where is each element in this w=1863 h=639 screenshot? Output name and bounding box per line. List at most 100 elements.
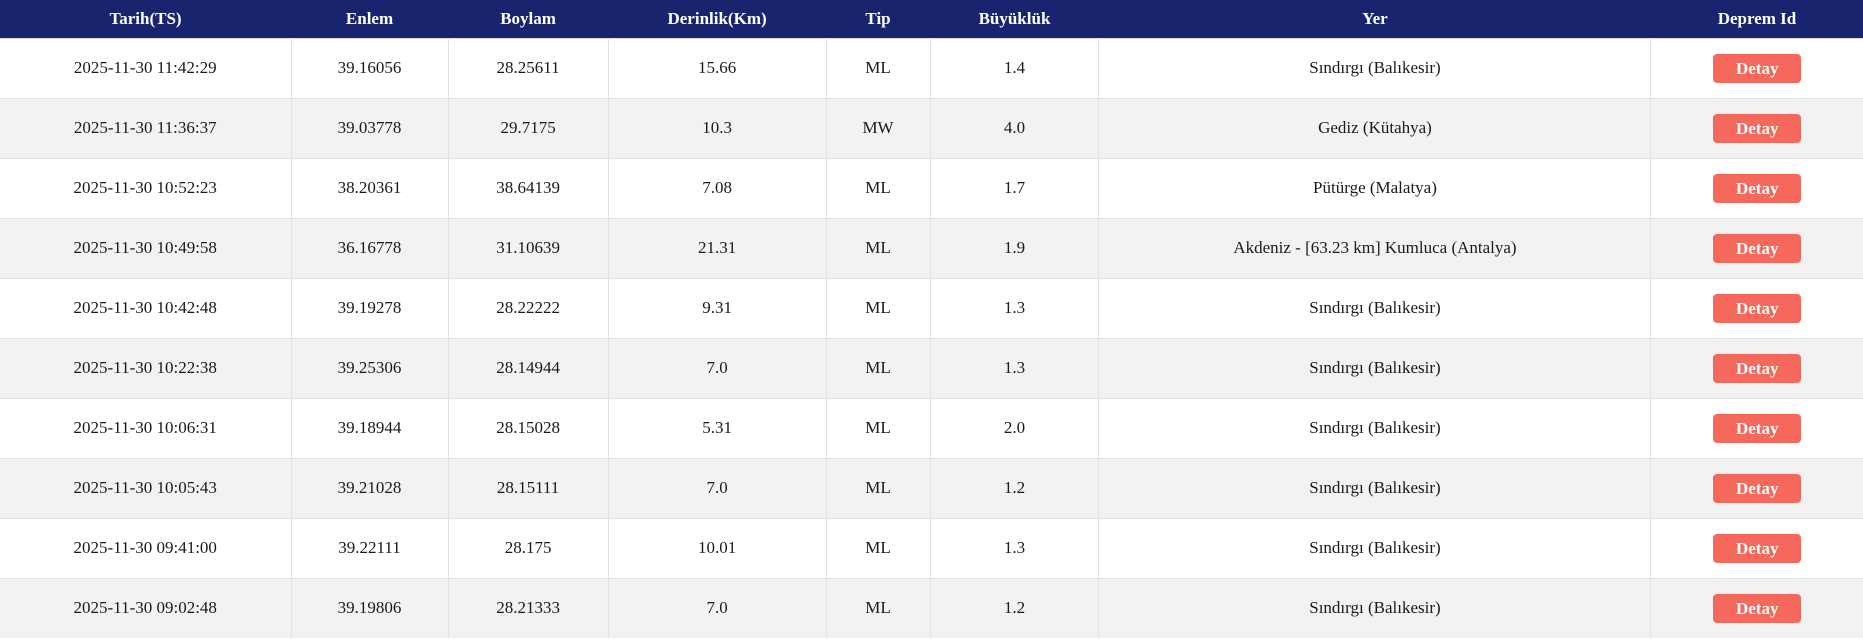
cell-boylam: 28.15111 — [447, 457, 609, 518]
column-header-deprem-id: Deprem Id — [1650, 0, 1863, 38]
cell-tarih: 2025-11-30 11:42:29 — [0, 37, 291, 98]
cell-tip: ML — [825, 517, 930, 578]
cell-buyukluk: 4.0 — [929, 97, 1099, 158]
cell-deprem-id: Detay — [1650, 517, 1863, 578]
table-row: 2025-11-30 09:02:48 39.19806 28.21333 7.… — [0, 577, 1863, 638]
table-body: 2025-11-30 11:42:29 39.16056 28.25611 15… — [0, 37, 1863, 638]
cell-enlem: 39.18944 — [290, 397, 449, 458]
cell-deprem-id: Detay — [1650, 397, 1863, 458]
cell-boylam: 29.7175 — [447, 97, 609, 158]
detay-button[interactable]: Detay — [1712, 173, 1802, 203]
detay-button[interactable]: Detay — [1712, 593, 1802, 623]
column-header-buyukluk: Büyüklük — [930, 0, 1099, 38]
cell-boylam: 28.15028 — [447, 397, 609, 458]
detay-button[interactable]: Detay — [1712, 293, 1802, 323]
cell-derinlik: 7.0 — [607, 457, 827, 518]
cell-deprem-id: Detay — [1650, 217, 1863, 278]
cell-yer: Sındırgı (Balıkesir) — [1098, 457, 1651, 518]
cell-derinlik: 10.3 — [607, 97, 827, 158]
cell-deprem-id: Detay — [1650, 37, 1863, 98]
cell-deprem-id: Detay — [1650, 457, 1863, 518]
cell-derinlik: 15.66 — [607, 37, 827, 98]
cell-yer: Gediz (Kütahya) — [1098, 97, 1651, 158]
detay-button[interactable]: Detay — [1712, 113, 1802, 143]
cell-enlem: 39.25306 — [290, 337, 449, 398]
table-row: 2025-11-30 10:42:48 39.19278 28.22222 9.… — [0, 277, 1863, 338]
cell-boylam: 28.22222 — [447, 277, 609, 338]
cell-tip: ML — [825, 397, 930, 458]
cell-enlem: 38.20361 — [290, 157, 449, 218]
cell-yer: Pütürge (Malatya) — [1098, 157, 1651, 218]
cell-yer: Sındırgı (Balıkesir) — [1098, 577, 1651, 638]
cell-tip: ML — [825, 577, 930, 638]
cell-boylam: 28.175 — [447, 517, 609, 578]
cell-tip: ML — [825, 277, 930, 338]
table-row: 2025-11-30 10:49:58 36.16778 31.10639 21… — [0, 217, 1863, 278]
cell-derinlik: 9.31 — [607, 277, 827, 338]
cell-buyukluk: 1.7 — [929, 157, 1099, 218]
cell-buyukluk: 1.3 — [929, 277, 1099, 338]
cell-enlem: 36.16778 — [290, 217, 449, 278]
cell-tip: ML — [825, 337, 930, 398]
cell-yer: Sındırgı (Balıkesir) — [1098, 397, 1651, 458]
detay-button[interactable]: Detay — [1712, 53, 1802, 83]
cell-yer: Sındırgı (Balıkesir) — [1098, 517, 1651, 578]
cell-deprem-id: Detay — [1650, 157, 1863, 218]
cell-enlem: 39.19806 — [290, 577, 449, 638]
cell-buyukluk: 1.9 — [929, 217, 1099, 278]
table-row: 2025-11-30 11:42:29 39.16056 28.25611 15… — [0, 37, 1863, 98]
column-header-enlem: Enlem — [291, 0, 449, 38]
cell-tarih: 2025-11-30 10:42:48 — [0, 277, 291, 338]
detay-button[interactable]: Detay — [1712, 233, 1802, 263]
table-header: Tarih(TS) Enlem Boylam Derinlik(Km) Tip … — [0, 0, 1863, 38]
cell-tarih: 2025-11-30 10:52:23 — [0, 157, 291, 218]
cell-yer: Akdeniz - [63.23 km] Kumluca (Antalya) — [1098, 217, 1651, 278]
cell-deprem-id: Detay — [1650, 577, 1863, 638]
cell-derinlik: 5.31 — [607, 397, 827, 458]
cell-tarih: 2025-11-30 10:05:43 — [0, 457, 291, 518]
column-header-derinlik: Derinlik(Km) — [608, 0, 827, 38]
column-header-boylam: Boylam — [448, 0, 609, 38]
cell-derinlik: 7.0 — [607, 577, 827, 638]
cell-tarih: 2025-11-30 10:49:58 — [0, 217, 291, 278]
column-header-yer: Yer — [1098, 0, 1651, 38]
detay-button[interactable]: Detay — [1712, 533, 1802, 563]
cell-deprem-id: Detay — [1650, 277, 1863, 338]
cell-enlem: 39.22111 — [290, 517, 449, 578]
cell-enlem: 39.19278 — [290, 277, 449, 338]
cell-tip: ML — [825, 157, 930, 218]
cell-buyukluk: 1.2 — [929, 577, 1099, 638]
cell-tip: ML — [825, 217, 930, 278]
cell-boylam: 38.64139 — [447, 157, 609, 218]
cell-buyukluk: 1.2 — [929, 457, 1099, 518]
table-row: 2025-11-30 09:41:00 39.22111 28.175 10.0… — [0, 517, 1863, 578]
cell-deprem-id: Detay — [1650, 337, 1863, 398]
cell-deprem-id: Detay — [1650, 97, 1863, 158]
cell-boylam: 28.25611 — [447, 37, 609, 98]
cell-buyukluk: 1.3 — [929, 517, 1099, 578]
cell-derinlik: 21.31 — [607, 217, 827, 278]
table-row: 2025-11-30 10:52:23 38.20361 38.64139 7.… — [0, 157, 1863, 218]
cell-tarih: 2025-11-30 11:36:37 — [0, 97, 291, 158]
detay-button[interactable]: Detay — [1712, 413, 1802, 443]
table-row: 2025-11-30 10:22:38 39.25306 28.14944 7.… — [0, 337, 1863, 398]
cell-derinlik: 7.08 — [607, 157, 827, 218]
cell-enlem: 39.16056 — [290, 37, 449, 98]
detay-button[interactable]: Detay — [1712, 473, 1802, 503]
cell-tip: MW — [825, 97, 930, 158]
cell-enlem: 39.21028 — [290, 457, 449, 518]
cell-tarih: 2025-11-30 10:06:31 — [0, 397, 291, 458]
detay-button[interactable]: Detay — [1712, 353, 1802, 383]
cell-boylam: 28.21333 — [447, 577, 609, 638]
table-row: 2025-11-30 10:06:31 39.18944 28.15028 5.… — [0, 397, 1863, 458]
cell-buyukluk: 1.3 — [929, 337, 1099, 398]
cell-tip: ML — [825, 37, 930, 98]
cell-yer: Sındırgı (Balıkesir) — [1098, 37, 1651, 98]
cell-tip: ML — [825, 457, 930, 518]
column-header-tip: Tip — [826, 0, 930, 38]
cell-tarih: 2025-11-30 10:22:38 — [0, 337, 291, 398]
cell-boylam: 28.14944 — [447, 337, 609, 398]
cell-yer: Sındırgı (Balıkesir) — [1098, 337, 1651, 398]
cell-boylam: 31.10639 — [447, 217, 609, 278]
